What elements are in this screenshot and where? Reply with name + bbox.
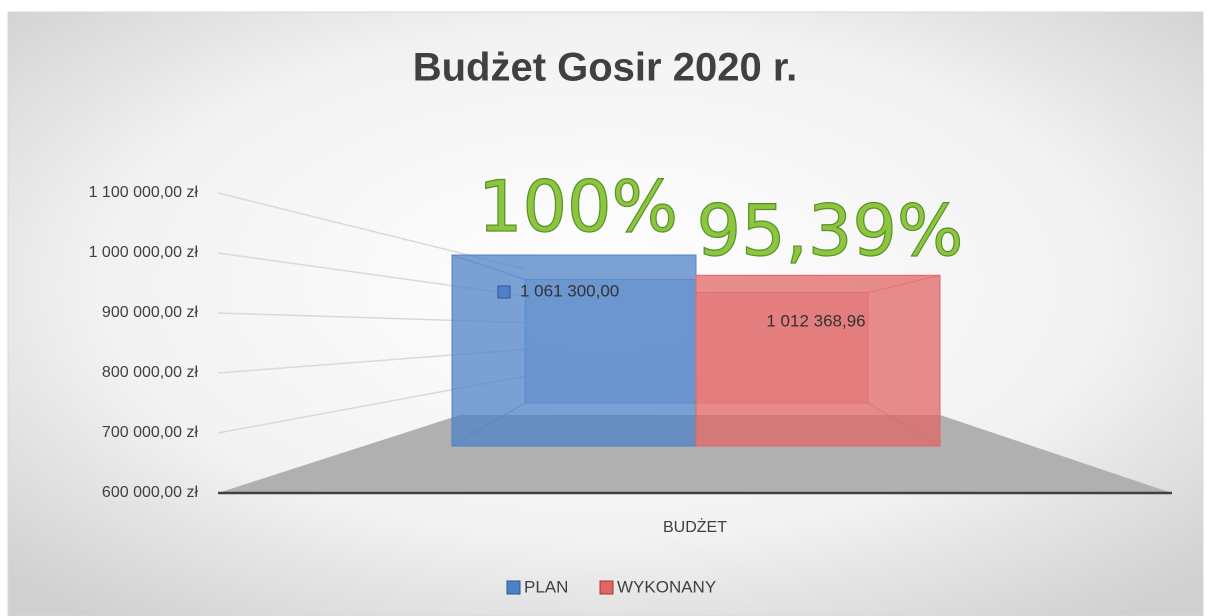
data-label: 1 012 368,96 (766, 311, 865, 330)
y-tick-label: 900 000,00 zł (102, 304, 199, 321)
annotation: 100% (478, 166, 678, 248)
legend-label: PLAN (524, 577, 568, 596)
legend-key (506, 580, 521, 595)
chart-title: Budżet Gosir 2020 r. (413, 46, 798, 90)
y-tick-label: 700 000,00 zł (102, 424, 199, 441)
annotation: 95,39% (697, 190, 964, 272)
data-label: 1 061 300,00 (520, 281, 619, 300)
bar (695, 274, 941, 447)
y-tick-label: 800 000,00 zł (102, 364, 199, 381)
label-key (497, 285, 511, 299)
legend-label: WYKONANY (617, 577, 716, 596)
x-tick-label: BUDŻET (663, 517, 727, 536)
bar (451, 254, 697, 447)
y-tick-label: 600 000,00 zł (102, 484, 199, 501)
y-tick-label: 1 100 000,00 zł (89, 184, 199, 201)
legend-key (599, 580, 614, 595)
y-tick-label: 1 000 000,00 zł (89, 244, 199, 261)
